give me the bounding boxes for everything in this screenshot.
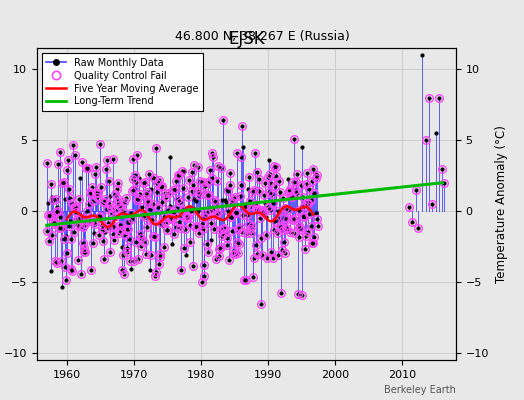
Legend: Raw Monthly Data, Quality Control Fail, Five Year Moving Average, Long-Term Tren: Raw Monthly Data, Quality Control Fail, … bbox=[41, 53, 203, 111]
Y-axis label: Temperature Anomaly (°C): Temperature Anomaly (°C) bbox=[495, 125, 508, 283]
Text: Berkeley Earth: Berkeley Earth bbox=[384, 385, 456, 395]
Text: 46.800 N, 38.267 E (Russia): 46.800 N, 38.267 E (Russia) bbox=[174, 30, 350, 43]
Title: EJSK: EJSK bbox=[228, 30, 265, 48]
